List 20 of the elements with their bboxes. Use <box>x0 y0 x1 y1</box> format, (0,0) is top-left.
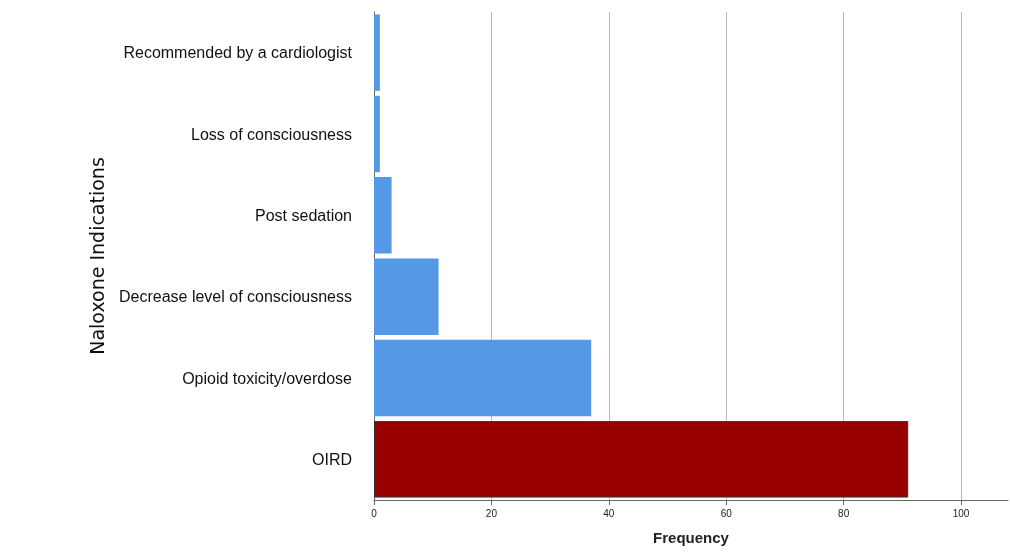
y-tick-label: Post sedation <box>255 206 352 224</box>
x-tick-label: 60 <box>720 507 733 519</box>
x-tick-label: 80 <box>838 507 850 519</box>
y-tick-label: Decrease level of consciousness <box>118 288 352 306</box>
x-axis-title: Frequency <box>653 529 730 546</box>
bar <box>374 339 592 417</box>
y-tick-label: OIRD <box>312 450 352 468</box>
y-tick-label: Loss of consciousness <box>191 125 352 143</box>
y-tick-label: Opioid toxicity/overdose <box>182 369 353 387</box>
bar <box>374 177 392 254</box>
bar <box>374 258 439 335</box>
x-tick-label: 20 <box>485 507 498 519</box>
bar <box>374 95 380 173</box>
x-tick-label: 100 <box>952 507 970 519</box>
bar <box>374 14 380 91</box>
bar <box>374 421 909 498</box>
x-tick-label: 0 <box>371 507 378 519</box>
y-tick-label: Recommended by a cardiologist <box>123 44 353 62</box>
x-tick-label: 40 <box>603 507 615 519</box>
y-axis-title: Naloxone Indications <box>85 157 108 355</box>
